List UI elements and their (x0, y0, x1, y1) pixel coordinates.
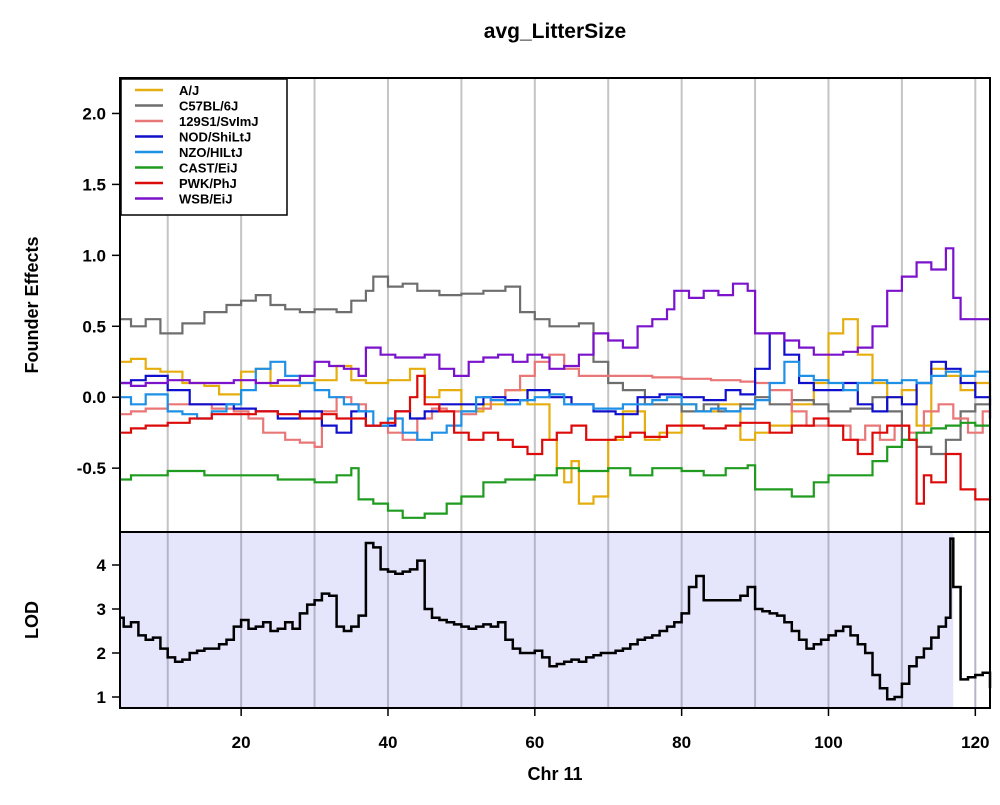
legend-label: NZO/HILtJ (179, 145, 243, 160)
lod-panel-frame (119, 531, 991, 709)
series-line (120, 318, 992, 505)
x-tick-label: 80 (672, 733, 691, 752)
series-line (120, 421, 990, 519)
x-tick-label: 120 (961, 733, 989, 752)
series-line (120, 353, 992, 448)
legend: A/JC57BL/6J129S1/SvImJNOD/ShiLtJNZO/HILt… (120, 78, 288, 216)
lod-line (120, 537, 992, 701)
x-tick-label: 20 (232, 733, 251, 752)
lod-panel: 1 2 3 4 (97, 531, 992, 709)
legend-label: CAST/EiJ (179, 161, 238, 176)
legend-label: 129S1/SvImJ (179, 114, 259, 129)
y-tick-label: -0.5 (77, 459, 106, 478)
legend-label: PWK/PhJ (179, 176, 237, 191)
legend-label: WSB/EiJ (179, 192, 232, 207)
x-axis: 20 40 60 80 100 120 (232, 708, 990, 752)
x-tick-label: 60 (525, 733, 544, 752)
y-tick-label: 4 (97, 556, 107, 575)
founder-effects-panel: -0.5 0.0 0.5 1.0 1.5 2.0 (77, 77, 992, 533)
series-line (120, 374, 992, 505)
legend-label: C57BL/6J (179, 99, 238, 114)
chart-title: avg_LitterSize (484, 20, 626, 43)
y-tick-label: 1.0 (82, 246, 106, 265)
founder-effects-axis-label: Founder Effects (22, 236, 42, 373)
lod-axis-label: LOD (22, 601, 42, 639)
x-tick-label: 40 (379, 733, 398, 752)
lod-shaded-region (120, 532, 954, 708)
legend-box (120, 78, 288, 216)
series-line (120, 275, 992, 456)
series-line (120, 247, 990, 387)
y-tick-label: 0.0 (82, 388, 106, 407)
series-line (120, 360, 992, 441)
legend-label: A/J (179, 83, 199, 98)
y-tick-label: 1.5 (82, 175, 106, 194)
y-tick-label: 1 (97, 688, 106, 707)
legend-label: NOD/ShiLtJ (179, 130, 251, 145)
y-tick-label: 3 (97, 600, 106, 619)
x-axis-label: Chr 11 (527, 764, 582, 784)
y-tick-label: 2 (97, 644, 106, 663)
series-line (120, 332, 992, 434)
y-tick-label: 2.0 (82, 104, 106, 123)
x-tick-label: 100 (814, 733, 842, 752)
y-tick-label: 0.5 (82, 317, 106, 336)
